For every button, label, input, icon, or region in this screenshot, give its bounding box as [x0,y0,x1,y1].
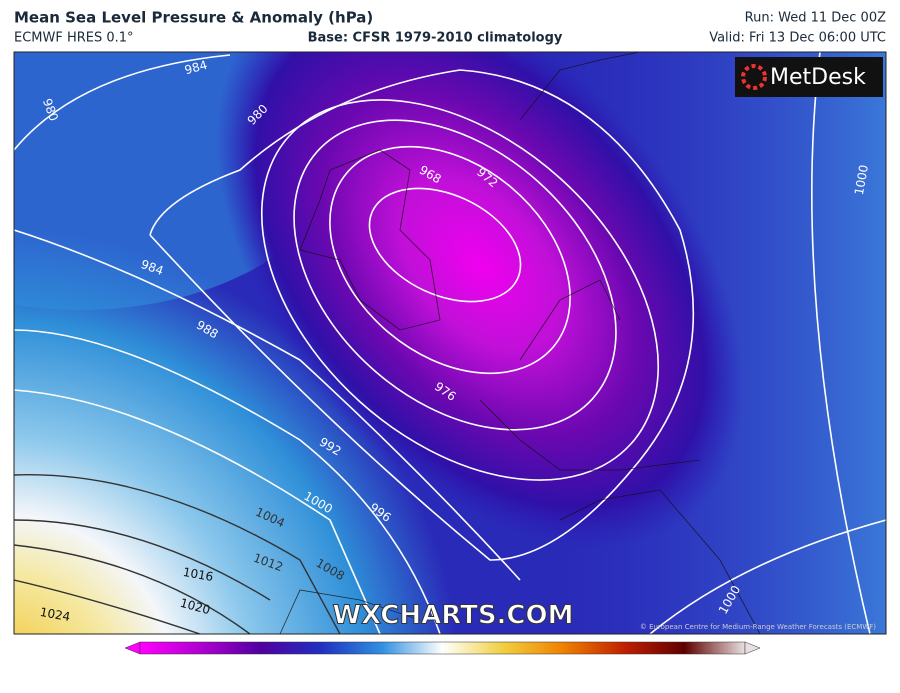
isobar-label: 1024 [39,605,72,624]
copyright: © European Centre for Medium-Range Weath… [640,623,876,631]
isobars [14,52,886,634]
colorbar-bar [139,641,746,655]
logo-icon [741,64,767,90]
shade [14,52,886,634]
isobar-label: 1016 [182,565,215,584]
colorbar-end [124,641,141,655]
model: ECMWF HRES 0.1° [14,31,134,46]
logo-box [735,57,883,97]
map-frame [13,51,887,635]
isobars-high [14,474,341,634]
valid-time: Valid: Fri 13 Dec 06:00 UTC [709,31,886,46]
isobar-label: 1000 [852,164,871,197]
coastlines [279,52,761,634]
base-climatology: Base: CFSR 1979-2010 climatology [308,31,563,46]
colorbar [124,641,761,655]
colorbar-end [744,641,761,655]
title: Mean Sea Level Pressure & Anomaly (hPa) [14,9,373,27]
run-time: Run: Wed 11 Dec 00Z [745,11,886,26]
watermark: WXCHARTS.COM [332,601,573,631]
logo: MetDesk [770,65,866,90]
isobar-label: 984 [183,58,209,77]
